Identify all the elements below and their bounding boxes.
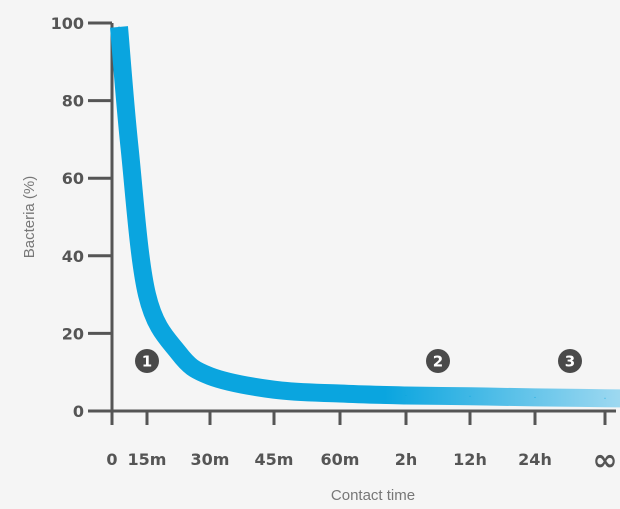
step-marker-label: 3 bbox=[565, 353, 575, 371]
data-point bbox=[534, 396, 536, 398]
step-marker-label: 2 bbox=[433, 353, 443, 371]
x-tick-label: 24h bbox=[518, 450, 552, 469]
x-tick-label: 15m bbox=[128, 450, 167, 469]
data-point bbox=[273, 389, 275, 391]
step-marker-3: 3 bbox=[558, 349, 582, 373]
markers: 1 2 3 bbox=[135, 349, 582, 373]
y-axis-title: Bacteria (%) bbox=[21, 176, 38, 259]
x-tick-label: 2h bbox=[395, 450, 418, 469]
step-marker-label: 1 bbox=[142, 353, 152, 371]
x-axis-title: Contact time bbox=[331, 487, 415, 504]
step-marker-circle bbox=[426, 349, 450, 373]
axes bbox=[88, 21, 616, 425]
x-tick-label: ∞ bbox=[593, 443, 618, 478]
data-point bbox=[129, 146, 130, 148]
bacteria-curve-band bbox=[110, 26, 620, 408]
labels: 0 20 40 60 80 100 0 15m 30m 45m 60m 2h 12h 24h ∞ Contac… bbox=[21, 14, 618, 504]
data-point bbox=[118, 26, 120, 28]
data-point bbox=[405, 395, 407, 396]
step-marker-circle bbox=[135, 349, 159, 373]
x-tick-label: 0 bbox=[106, 450, 117, 469]
y-tick-label: 60 bbox=[62, 169, 84, 188]
step-marker-2: 2 bbox=[426, 349, 450, 373]
step-marker-1: 1 bbox=[135, 349, 159, 373]
y-tick-label: 40 bbox=[62, 247, 84, 266]
x-tick-label: 30m bbox=[191, 450, 230, 469]
data-point bbox=[146, 294, 148, 296]
curve-layer bbox=[110, 26, 620, 408]
step-marker-circle bbox=[558, 349, 582, 373]
y-tick-label: 20 bbox=[62, 324, 84, 343]
y-tick-label: 100 bbox=[51, 14, 84, 33]
x-tick-label: 45m bbox=[255, 450, 294, 469]
x-tick-label: 60m bbox=[321, 450, 360, 469]
data-point bbox=[604, 397, 606, 399]
x-tick-label: 12h bbox=[453, 450, 487, 469]
data-point bbox=[339, 393, 341, 394]
data-point bbox=[209, 375, 211, 377]
y-tick-label: 80 bbox=[62, 92, 84, 111]
data-point bbox=[178, 352, 179, 354]
data-point bbox=[469, 395, 471, 397]
y-tick-label: 0 bbox=[73, 402, 84, 421]
